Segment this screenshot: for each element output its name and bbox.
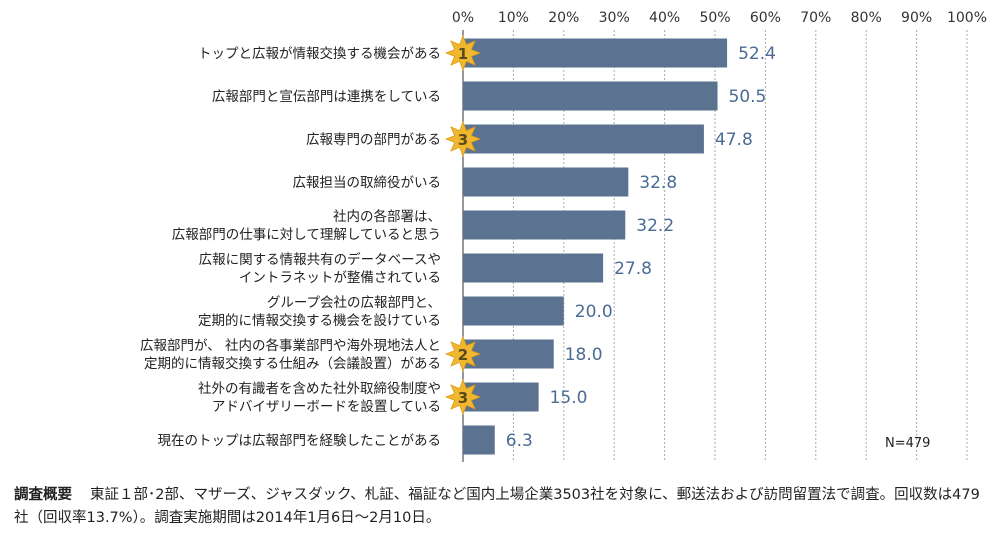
rank-star-icon	[444, 378, 482, 416]
category-label: 広報部門の仕事に対して理解していると思う	[172, 227, 441, 243]
value-label: 20.0	[575, 302, 613, 322]
value-label: 52.4	[738, 44, 776, 64]
bar	[463, 253, 604, 283]
x-tick-label: 70%	[800, 10, 831, 26]
value-label: 15.0	[550, 388, 588, 408]
footnote-heading: 調査概要	[14, 487, 72, 503]
x-tick-label: 20%	[548, 10, 579, 26]
footnote-text: 東証１部･2部、マザーズ、ジャスダック、札証、福証など国内上場企業3503社を対…	[14, 487, 980, 526]
rank-badge-label: 3	[458, 389, 468, 407]
bar	[463, 425, 495, 455]
sample-size-note: N=479	[885, 436, 930, 451]
bar-chart: 0% 10% 20% 30% 40% 50% 60% 70% 80% 90% 100% トップと広報…	[140, 10, 987, 462]
rank-star-icon	[444, 335, 482, 373]
x-tick-label: 100%	[947, 10, 987, 26]
bar	[463, 124, 704, 154]
category-label: イントラネットが整備されている	[239, 270, 441, 286]
x-tick-label: 60%	[750, 10, 781, 26]
bar	[463, 38, 728, 68]
x-tick-label: 0%	[452, 10, 474, 26]
category-label: 広報担当の取締役がいる	[293, 174, 442, 191]
rank-badges: 1 3 2 3	[444, 34, 482, 416]
category-labels: トップと広報が情報交換する機会がある広報部門と宣伝部門は連携をしている広報専門の…	[140, 45, 441, 449]
category-label: 社外の有識者を含めた社外取締役制度や	[198, 380, 441, 397]
rank-badge-label: 1	[458, 45, 468, 63]
rank-star-icon	[444, 34, 482, 72]
bar	[463, 296, 564, 326]
rank-badge-label: 3	[458, 131, 468, 149]
value-label: 18.0	[565, 345, 603, 365]
category-label: トップと広報が情報交換する機会がある	[198, 45, 441, 62]
category-label: 社内の各部署は、	[333, 209, 441, 225]
value-label: 32.8	[639, 173, 677, 193]
category-label: グループ会社の広報部門と、	[267, 295, 441, 311]
value-label: 6.3	[506, 431, 533, 451]
category-label: 広報部門と宣伝部門は連携をしている	[212, 89, 441, 105]
x-tick-label: 10%	[498, 10, 529, 26]
category-label: 広報に関する情報共有のデータベースや	[199, 251, 441, 268]
rank-badge-label: 2	[458, 346, 468, 364]
x-tick-label: 40%	[649, 10, 680, 26]
value-label: 27.8	[614, 259, 652, 279]
category-label: 広報専門の部門がある	[306, 132, 441, 148]
value-label: 50.5	[729, 87, 767, 107]
x-tick-label: 30%	[599, 10, 630, 26]
value-label: 32.2	[636, 216, 674, 236]
bars	[463, 38, 728, 455]
x-tick-label: 80%	[851, 10, 882, 26]
category-label: 定期的に情報交換する仕組み（会議設置）がある	[144, 355, 441, 372]
value-label: 47.8	[715, 130, 753, 150]
survey-footnote: 調査概要 東証１部･2部、マザーズ、ジャスダック、札証、福証など国内上場企業350…	[14, 484, 989, 530]
bar	[463, 167, 629, 197]
category-label: アドバイザリーボードを設置している	[212, 399, 441, 415]
category-label: 現在のトップは広報部門を経験したことがある	[158, 433, 442, 449]
x-tick-label: 90%	[901, 10, 932, 26]
category-label: 定期的に情報交換する機会を設けている	[198, 312, 441, 329]
value-labels: 52.4 50.5 47.8 32.8 32.2 27.8 20.0 18.0 15.0 6.3	[506, 44, 776, 451]
x-axis-tick-labels: 0% 10% 20% 30% 40% 50% 60% 70% 80% 90% 100%	[452, 10, 987, 26]
rank-star-icon	[444, 120, 482, 158]
bar	[463, 210, 626, 240]
bar	[463, 81, 718, 111]
x-tick-label: 50%	[699, 10, 730, 26]
category-label: 広報部門が、 社内の各事業部門や海外現地法人と	[140, 338, 441, 354]
